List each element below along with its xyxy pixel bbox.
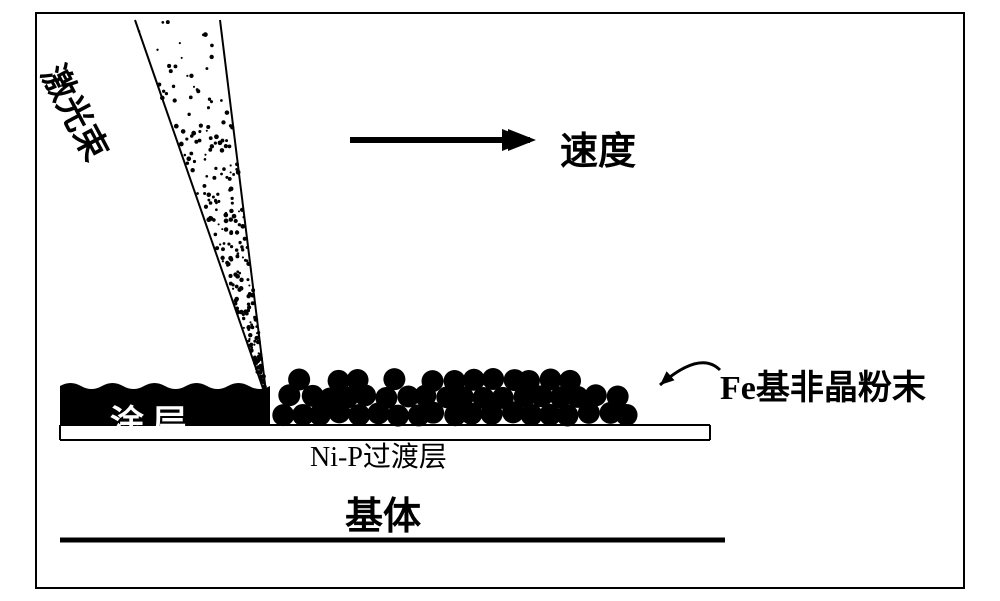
coating-label: 涂 层 xyxy=(110,395,187,444)
speed-label: 速度 xyxy=(560,120,636,175)
drawing-layer xyxy=(0,0,1000,601)
transition-layer-label: Ni-P过渡层 xyxy=(310,435,447,475)
powder-label: Fe基非晶粉末 xyxy=(720,360,926,409)
substrate-label: 基体 xyxy=(345,485,421,540)
diagram-stage: 激光束 速度 Fe基非晶粉末 涂 层 Ni-P过渡层 基体 xyxy=(0,0,1000,601)
